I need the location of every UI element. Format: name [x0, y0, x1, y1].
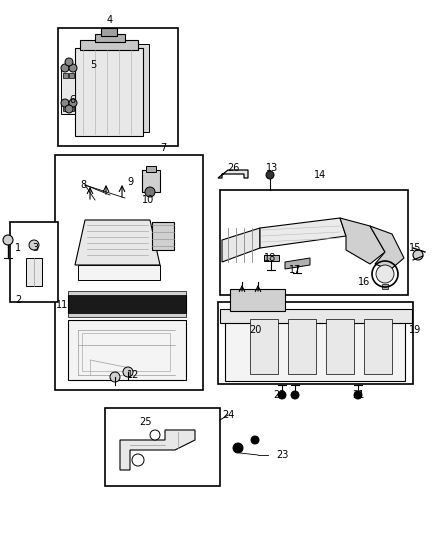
Text: 6: 6 — [69, 95, 75, 105]
Text: 15: 15 — [409, 243, 421, 253]
Text: 10: 10 — [142, 195, 154, 205]
Circle shape — [291, 391, 299, 399]
Polygon shape — [218, 170, 248, 178]
Polygon shape — [340, 218, 385, 264]
Bar — [68, 320, 186, 380]
Circle shape — [376, 265, 394, 283]
Polygon shape — [370, 226, 404, 270]
Bar — [26, 258, 42, 286]
Text: 2: 2 — [15, 295, 21, 305]
Bar — [55, 155, 203, 390]
Polygon shape — [285, 258, 310, 269]
Text: 11: 11 — [56, 300, 68, 310]
Text: 22: 22 — [274, 390, 286, 400]
Bar — [10, 222, 58, 302]
Circle shape — [61, 64, 69, 72]
Text: 5: 5 — [90, 60, 96, 70]
Bar — [78, 265, 160, 280]
Circle shape — [110, 372, 120, 382]
Bar — [82, 333, 170, 371]
Bar — [68, 313, 186, 317]
Polygon shape — [75, 220, 160, 265]
Bar — [142, 170, 160, 192]
Text: 13: 13 — [266, 163, 278, 173]
Bar — [95, 34, 125, 42]
Text: 17: 17 — [289, 265, 301, 275]
Circle shape — [65, 105, 73, 113]
Text: 16: 16 — [358, 277, 370, 287]
Bar — [75, 48, 143, 136]
Text: 26: 26 — [227, 163, 239, 173]
Text: 7: 7 — [160, 143, 166, 153]
Text: 19: 19 — [409, 325, 421, 335]
Bar — [81, 44, 149, 132]
Circle shape — [251, 436, 259, 444]
Bar — [69, 106, 74, 111]
Text: 21: 21 — [352, 390, 364, 400]
Polygon shape — [120, 430, 195, 470]
Bar — [80, 40, 138, 50]
Text: 4: 4 — [107, 15, 113, 25]
Text: 14: 14 — [314, 170, 326, 180]
Circle shape — [3, 235, 13, 245]
Polygon shape — [260, 218, 346, 248]
Bar — [382, 284, 388, 289]
Circle shape — [69, 64, 77, 72]
Bar — [218, 302, 413, 384]
Circle shape — [69, 99, 77, 107]
Circle shape — [150, 430, 160, 440]
Text: 24: 24 — [222, 410, 234, 420]
Bar — [264, 255, 279, 261]
Text: 20: 20 — [249, 325, 261, 335]
Bar — [364, 319, 392, 374]
Bar — [68, 291, 186, 295]
Circle shape — [29, 240, 39, 250]
Bar — [61, 66, 75, 114]
Text: 9: 9 — [127, 177, 133, 187]
Bar — [146, 166, 156, 172]
Circle shape — [413, 250, 423, 260]
Circle shape — [233, 443, 243, 453]
Bar — [58, 28, 178, 146]
Text: 1: 1 — [15, 243, 21, 253]
Bar — [225, 316, 405, 381]
Bar — [220, 190, 408, 295]
Text: 18: 18 — [264, 253, 276, 263]
Bar — [230, 289, 285, 311]
Bar — [220, 309, 412, 323]
Circle shape — [61, 99, 69, 107]
Bar — [69, 73, 74, 78]
Bar — [250, 319, 278, 374]
Circle shape — [145, 187, 155, 197]
Circle shape — [354, 391, 362, 399]
Circle shape — [266, 171, 274, 179]
Circle shape — [278, 391, 286, 399]
Bar — [63, 106, 68, 111]
Bar — [288, 319, 316, 374]
Circle shape — [123, 367, 133, 377]
Text: 8: 8 — [80, 180, 86, 190]
Bar — [101, 28, 117, 36]
Bar — [152, 222, 174, 250]
Circle shape — [132, 454, 144, 466]
Bar — [68, 295, 186, 313]
Text: 3: 3 — [32, 243, 38, 253]
Text: 23: 23 — [276, 450, 288, 460]
Bar — [105, 408, 220, 486]
Text: 25: 25 — [139, 417, 151, 427]
Bar — [326, 319, 354, 374]
Polygon shape — [222, 228, 260, 262]
Text: 12: 12 — [127, 370, 139, 380]
Bar — [63, 73, 68, 78]
Circle shape — [65, 58, 73, 66]
